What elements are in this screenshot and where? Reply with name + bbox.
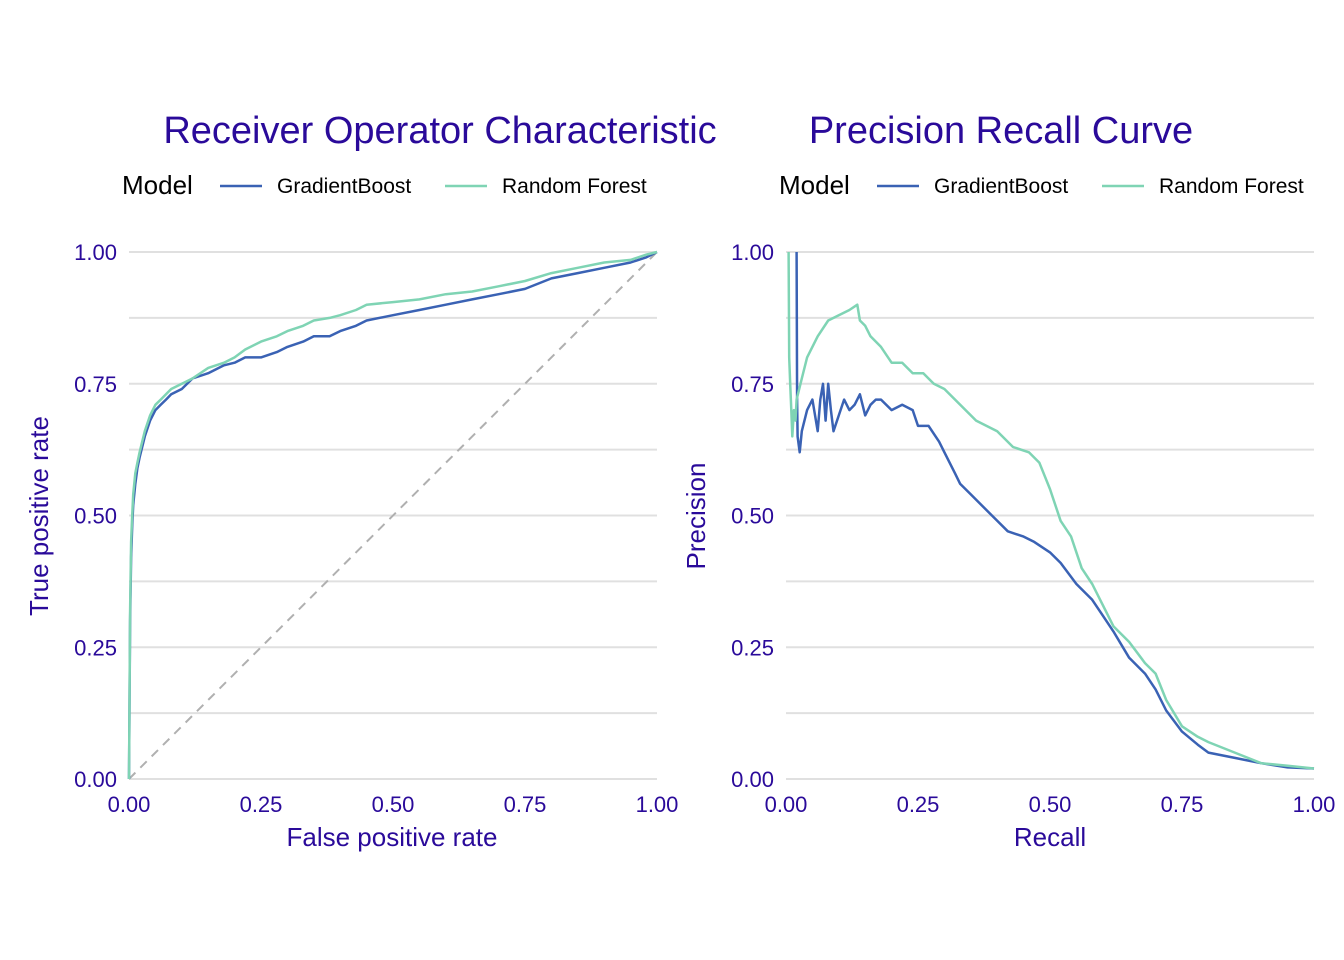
- roc-y-ticks: 0.00 0.25 0.50 0.75 1.00: [74, 240, 117, 792]
- pr-x-ticks: 0.00 0.25 0.50 0.75 1.00: [765, 792, 1336, 817]
- pr-y-tick-label: 0.50: [731, 504, 774, 529]
- pr-panel: Precision Recall Curve Model GradientBoo…: [681, 110, 1335, 852]
- pr-x-tick-label: 1.00: [1293, 792, 1336, 817]
- pr-legend-label-gradientboost: GradientBoost: [934, 175, 1068, 198]
- pr-series-line-random-forest: [787, 251, 1315, 770]
- roc-x-axis-label: False positive rate: [287, 822, 498, 852]
- pr-gridlines: [786, 251, 1314, 780]
- pr-x-tick-label: 0.00: [765, 792, 808, 817]
- pr-y-axis-label: Precision: [681, 463, 711, 570]
- pr-y-tick-label: 0.00: [731, 767, 774, 792]
- pr-y-tick-label: 1.00: [731, 240, 774, 265]
- roc-x-tick-label: 0.25: [240, 792, 283, 817]
- pr-title: Precision Recall Curve: [809, 110, 1193, 152]
- roc-series-lines: [127, 250, 658, 780]
- pr-series-line-gradientboost: [795, 251, 1315, 770]
- roc-y-tick-label: 0.25: [74, 635, 117, 660]
- roc-legend: Model GradientBoost Random Forest: [122, 170, 647, 200]
- pr-legend: Model GradientBoost Random Forest: [779, 170, 1304, 200]
- pr-legend-label-random-forest: Random Forest: [1159, 175, 1304, 198]
- roc-x-tick-label: 0.50: [372, 792, 415, 817]
- pr-x-axis-label: Recall: [1014, 822, 1086, 852]
- pr-y-tick-label: 0.25: [731, 635, 774, 660]
- roc-y-tick-label: 0.50: [74, 504, 117, 529]
- roc-x-tick-label: 1.00: [636, 792, 679, 817]
- roc-panel: Receiver Operator Characteristic Model G…: [24, 110, 717, 852]
- roc-x-tick-label: 0.00: [108, 792, 151, 817]
- pr-x-tick-label: 0.25: [897, 792, 940, 817]
- roc-legend-title: Model: [122, 170, 193, 200]
- roc-x-ticks: 0.00 0.25 0.50 0.75 1.00: [108, 792, 679, 817]
- roc-title: Receiver Operator Characteristic: [163, 110, 716, 152]
- pr-x-tick-label: 0.75: [1161, 792, 1204, 817]
- roc-y-axis-label: True positive rate: [24, 416, 54, 616]
- roc-reference-line: [128, 251, 658, 780]
- roc-legend-label-random-forest: Random Forest: [502, 175, 647, 198]
- roc-legend-label-gradientboost: GradientBoost: [277, 175, 411, 198]
- roc-series-line-random-forest: [127, 250, 658, 780]
- pr-x-tick-label: 0.50: [1029, 792, 1072, 817]
- roc-y-tick-label: 0.75: [74, 372, 117, 397]
- roc-y-tick-label: 0.00: [74, 767, 117, 792]
- roc-y-tick-label: 1.00: [74, 240, 117, 265]
- pr-y-tick-label: 0.75: [731, 372, 774, 397]
- pr-series-lines: [787, 251, 1315, 770]
- pr-legend-title: Model: [779, 170, 850, 200]
- pr-y-ticks: 0.00 0.25 0.50 0.75 1.00: [731, 240, 774, 792]
- roc-x-tick-label: 0.75: [504, 792, 547, 817]
- roc-gridlines: [129, 251, 657, 780]
